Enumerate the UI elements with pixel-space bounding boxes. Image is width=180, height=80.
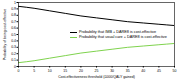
svg-text:0.8: 0.8 xyxy=(11,13,16,17)
html-text:Probability that usual care +: Probability that usual care + DARE8 is c… xyxy=(79,35,167,39)
svg-text:30: 30 xyxy=(110,68,114,72)
svg-text:5: 5 xyxy=(33,68,35,72)
svg-text:Cost-effectiveness threshold (: Cost-effectiveness threshold (£000/QALY … xyxy=(58,75,135,79)
svg-text:20: 20 xyxy=(79,68,83,72)
svg-text:0.5: 0.5 xyxy=(11,33,16,37)
svg-text:0.1: 0.1 xyxy=(11,58,16,62)
svg-text:0.9: 0.9 xyxy=(11,7,16,11)
svg-text:40: 40 xyxy=(141,68,145,72)
svg-text:0.7: 0.7 xyxy=(11,20,16,24)
svg-text:35: 35 xyxy=(126,68,130,72)
svg-text:0: 0 xyxy=(18,68,20,72)
svg-text:25: 25 xyxy=(95,68,99,72)
svg-text:0: 0 xyxy=(14,65,16,69)
svg-text:0.2: 0.2 xyxy=(11,52,16,56)
svg-text:50: 50 xyxy=(173,68,177,72)
svg-text:45: 45 xyxy=(157,68,161,72)
html-text:Probability that IMB + DARE8 i: Probability that IMB + DARE8 is cost-eff… xyxy=(79,30,157,34)
svg-text:Probability of being cost-effe: Probability of being cost-effective xyxy=(3,9,7,60)
svg-text:10: 10 xyxy=(48,68,52,72)
svg-text:15: 15 xyxy=(63,68,67,72)
svg-text:0.6: 0.6 xyxy=(11,26,16,30)
svg-text:0.4: 0.4 xyxy=(11,39,16,43)
svg-text:1: 1 xyxy=(14,1,16,5)
svg-text:0.3: 0.3 xyxy=(11,45,16,49)
